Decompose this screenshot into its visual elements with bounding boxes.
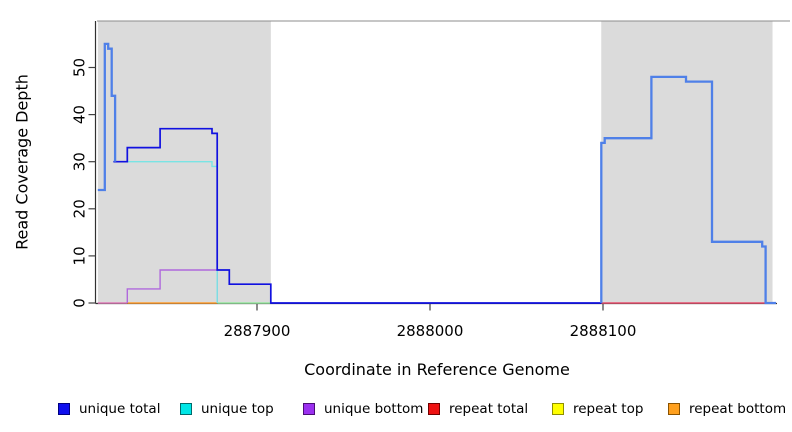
legend-swatch-repeat-top	[552, 403, 564, 415]
y-tick-label: 20	[70, 199, 88, 218]
legend-swatch-unique-total	[58, 403, 70, 415]
y-tick-label: 50	[70, 58, 88, 77]
legend-swatch-unique-top	[180, 403, 192, 415]
legend-item-repeat-bottom: repeat bottom	[668, 398, 786, 420]
x-tick-label: 2888100	[570, 322, 637, 340]
x-tick-label: 2888000	[397, 322, 464, 340]
legend-item-repeat-top: repeat top	[552, 398, 643, 420]
legend-label: repeat top	[573, 401, 644, 417]
legend: unique total unique top unique bottom repea…	[0, 398, 792, 420]
y-tick-label: 40	[70, 105, 88, 124]
legend-item-unique-bottom: unique bottom	[303, 398, 423, 420]
series-line-unique-total	[113, 127, 602, 304]
legend-item-unique-top: unique top	[180, 398, 274, 420]
legend-swatch-unique-bottom	[303, 403, 315, 415]
y-tick-label: 0	[70, 298, 88, 308]
legend-label: unique bottom	[324, 401, 424, 417]
y-tick-label: 30	[70, 152, 88, 171]
legend-swatch-repeat-total	[428, 403, 440, 415]
y-axis-title: Read Coverage Depth	[12, 74, 32, 250]
series-line-total-coverage	[600, 75, 776, 305]
legend-item-unique-total: unique total	[58, 398, 160, 420]
legend-item-repeat-total: repeat total	[428, 398, 528, 420]
legend-label: unique top	[201, 401, 274, 417]
legend-label: repeat total	[449, 401, 529, 417]
coverage-plot: 0 10 20 30 40 50 2887900 2888000 2888100	[70, 20, 790, 340]
series-line-total-coverage	[97, 42, 117, 192]
x-tick-label: 2887900	[224, 322, 291, 340]
x-axis-title: Coordinate in Reference Genome	[304, 360, 570, 379]
legend-label: repeat bottom	[689, 401, 787, 417]
y-tick-label: 10	[70, 246, 88, 265]
legend-label: unique total	[79, 401, 161, 417]
legend-swatch-repeat-bottom	[668, 403, 680, 415]
shaded-region	[601, 21, 773, 303]
